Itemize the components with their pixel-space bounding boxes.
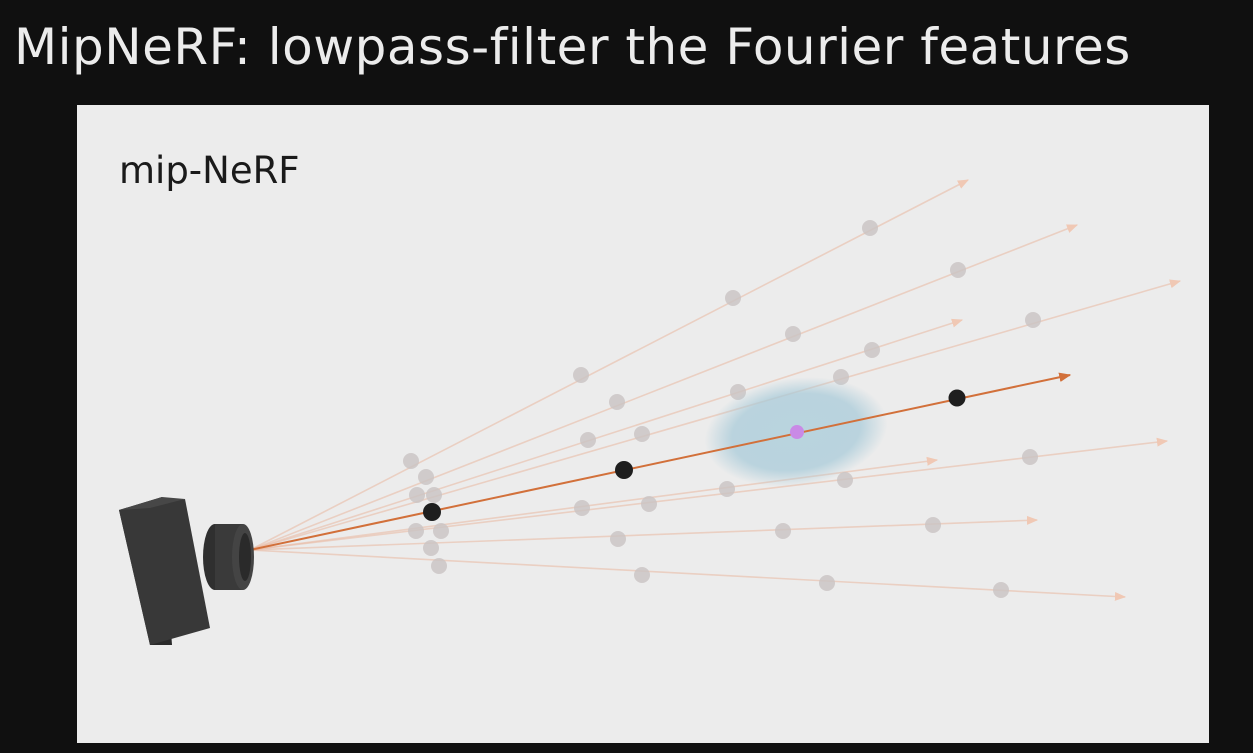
main-samples bbox=[423, 389, 966, 521]
faint-sample-point bbox=[862, 220, 878, 236]
figure-label: mip-NeRF bbox=[119, 149, 300, 192]
faint-sample-point bbox=[925, 517, 941, 533]
faint-sample-point bbox=[426, 487, 442, 503]
cone-ray bbox=[249, 224, 1079, 551]
faint-sample-point bbox=[431, 558, 447, 574]
faint-sample-point bbox=[573, 367, 589, 383]
faint-sample-point bbox=[423, 540, 439, 556]
faint-sample-point bbox=[634, 567, 650, 583]
camera-body-top bbox=[119, 497, 185, 510]
faint-sample-point bbox=[610, 531, 626, 547]
faint-sample-point bbox=[409, 487, 425, 503]
faint-sample-point bbox=[719, 481, 735, 497]
main-ray-arrow bbox=[249, 372, 1072, 551]
camera-lens-front bbox=[239, 533, 251, 581]
faint-sample-point bbox=[641, 496, 657, 512]
sample-point bbox=[948, 389, 966, 407]
faint-sample-point bbox=[1025, 312, 1041, 328]
mip-nerf-diagram bbox=[119, 179, 1182, 645]
faint-sample-point bbox=[403, 453, 419, 469]
faint-sample-point bbox=[725, 290, 741, 306]
faint-sample-point bbox=[634, 426, 650, 442]
faint-samples bbox=[403, 220, 1041, 598]
cone-ray bbox=[249, 515, 1039, 551]
faint-sample-point bbox=[433, 523, 449, 539]
faint-sample-point bbox=[574, 500, 590, 516]
camera-icon bbox=[119, 497, 254, 645]
faint-sample-point bbox=[418, 469, 434, 485]
cone-ray bbox=[249, 437, 1169, 551]
faint-sample-point bbox=[993, 582, 1009, 598]
sample-point bbox=[615, 461, 633, 479]
faint-sample-point bbox=[819, 575, 835, 591]
figure-panel: mip-NeRF bbox=[77, 105, 1209, 743]
faint-sample-point bbox=[864, 342, 880, 358]
cone-ray bbox=[249, 179, 969, 551]
cone-ray bbox=[249, 549, 1127, 601]
cone-rays bbox=[249, 179, 1182, 601]
faint-sample-point bbox=[837, 472, 853, 488]
faint-sample-point bbox=[408, 523, 424, 539]
faint-sample-point bbox=[1022, 449, 1038, 465]
camera-body-front bbox=[119, 499, 210, 645]
sample-point bbox=[423, 503, 441, 521]
faint-sample-point bbox=[785, 326, 801, 342]
faint-sample-point bbox=[950, 262, 966, 278]
cone-ray bbox=[249, 318, 964, 551]
faint-sample-point bbox=[580, 432, 596, 448]
gaussian-center-point bbox=[790, 425, 804, 439]
slide-title: MipNeRF: lowpass-filter the Fourier feat… bbox=[14, 18, 1131, 76]
faint-sample-point bbox=[609, 394, 625, 410]
faint-sample-point bbox=[775, 523, 791, 539]
